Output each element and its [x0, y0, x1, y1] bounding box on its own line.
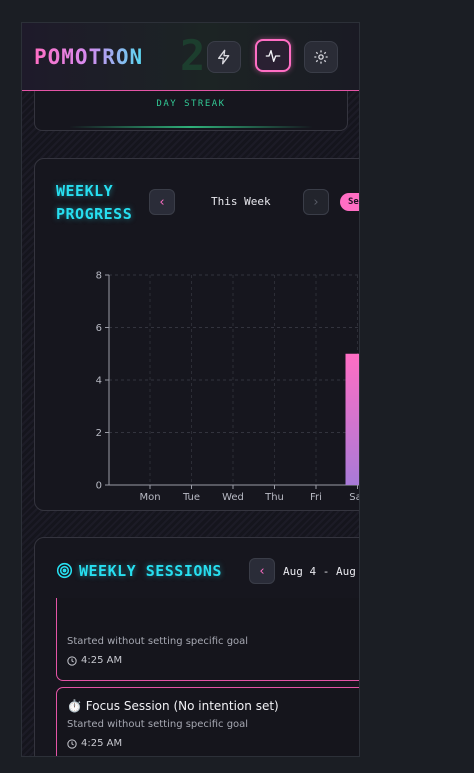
streak-glow — [69, 126, 313, 128]
weekly-progress-title: WEEKLY PROGRESS — [56, 180, 156, 226]
prev-sessions-week-button[interactable]: ‹ — [249, 558, 275, 584]
weekly-progress-title-line1: WEEKLY — [56, 182, 114, 200]
weekly-sessions-title: WEEKLY SESSIONS — [79, 562, 222, 580]
y-tick-label: 0 — [96, 481, 102, 492]
prev-week-button[interactable]: ‹ — [149, 189, 175, 215]
session-item[interactable]: ⏱️ Focus Session (No intention set) Star… — [56, 687, 359, 756]
weekly-progress-title-line2: PROGRESS — [56, 205, 133, 223]
target-icon — [56, 562, 73, 579]
clock-icon — [67, 738, 77, 749]
x-tick-label: Fri — [310, 492, 322, 503]
x-tick-label: Wed — [222, 492, 244, 503]
background-digit: 2 — [180, 31, 206, 80]
x-tick-label: Mon — [139, 492, 160, 503]
header: POMOTRON 2 — [22, 23, 359, 91]
app-logo: POMOTRON — [34, 44, 144, 69]
session-subtitle: Started without setting specific goal — [67, 719, 249, 730]
sessions-date-range: Aug 4 - Aug 1 — [283, 565, 359, 578]
session-title: ⏱️ Focus Session (No intention set) — [67, 699, 279, 713]
session-subtitle: Started without setting specific goal — [67, 636, 249, 647]
session-time-text: 4:25 AM — [81, 738, 123, 749]
weekly-sessions-card: WEEKLY SESSIONS ‹ Aug 4 - Aug 1 Started … — [34, 537, 359, 756]
activity-icon — [265, 49, 281, 62]
x-tick-label: Thu — [264, 492, 284, 503]
y-tick-label: 4 — [96, 376, 102, 387]
y-tick-label: 8 — [96, 271, 102, 282]
lightning-icon — [218, 49, 230, 65]
y-tick-label: 2 — [96, 428, 102, 439]
session-time: 4:25 AM — [67, 738, 122, 749]
week-label: This Week — [211, 195, 271, 208]
sessions-badge[interactable]: Se — [340, 193, 359, 211]
session-item[interactable]: Started without setting specific goal 4:… — [56, 598, 359, 681]
session-time-text: 4:25 AM — [81, 655, 123, 666]
clock-icon — [67, 655, 77, 666]
timer-button[interactable] — [207, 41, 241, 73]
stats-button[interactable] — [255, 39, 291, 72]
x-tick-label: Sat — [349, 492, 360, 503]
bar-sat — [345, 353, 359, 485]
weekly-progress-chart: 0 2 4 6 8 Mon Tue Wed Thu Fri Sat — [96, 271, 360, 503]
streak-label: DAY STREAK — [156, 99, 226, 109]
settings-button[interactable] — [304, 41, 338, 73]
x-tick-label: Tue — [182, 492, 200, 503]
y-tick-label: 6 — [96, 323, 102, 334]
streak-card: DAY STREAK — [34, 91, 348, 131]
next-week-button[interactable]: › — [303, 189, 329, 215]
weekly-progress-card: WEEKLY PROGRESS ‹ This Week › Se 0 2 4 6 8 Mo… — [34, 158, 360, 511]
session-time: 4:25 AM — [67, 655, 122, 666]
gear-icon — [314, 50, 328, 64]
app-window: POMOTRON 2 DAY STREAK WEEKLY PROGRESS ‹ … — [21, 22, 360, 757]
